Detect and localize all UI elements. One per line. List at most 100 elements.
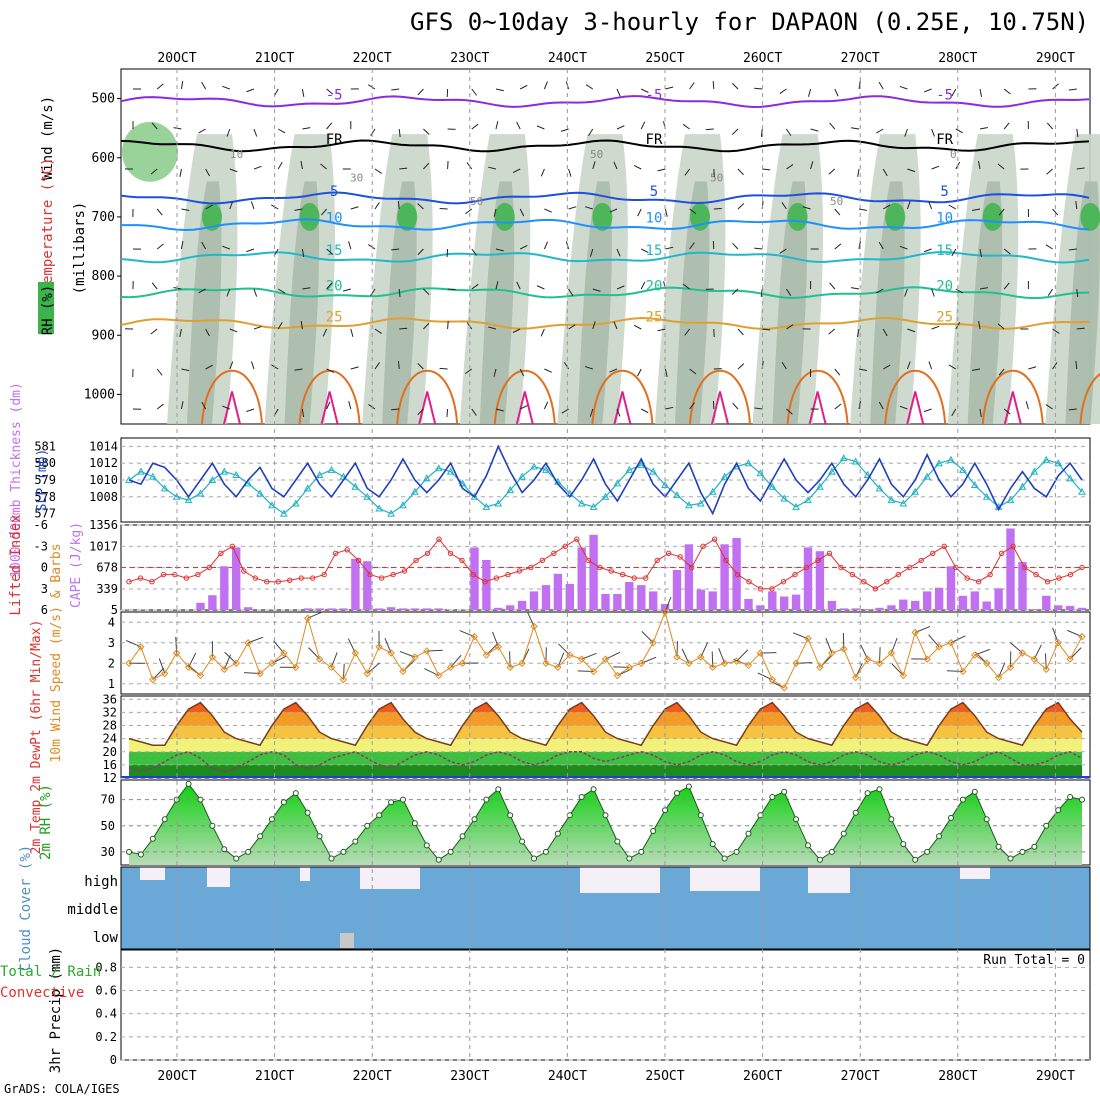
wind-barb <box>931 325 940 330</box>
thickness-tick-label: 581 <box>34 439 56 453</box>
rh-point <box>566 812 573 819</box>
wind-barb <box>878 241 884 250</box>
wind-speed-point <box>470 632 479 641</box>
precip-tick-label: 0.6 <box>95 984 117 998</box>
wind-barb <box>156 208 163 216</box>
li-point <box>241 568 247 574</box>
li-point <box>1067 571 1074 578</box>
thickness-point <box>744 459 753 467</box>
wind-barb <box>834 208 841 216</box>
rh-point <box>828 848 835 855</box>
rh-point <box>840 830 847 837</box>
wind-barb <box>222 405 230 410</box>
li-point <box>895 571 901 578</box>
cape-bar <box>625 582 634 610</box>
rh-point <box>638 848 645 855</box>
li-point <box>1010 543 1016 549</box>
y-tick-label: 1000 <box>84 387 115 402</box>
thickness-point <box>363 492 372 500</box>
cloud-gap <box>300 867 310 881</box>
li-point <box>505 571 511 578</box>
wind-barb <box>253 325 262 330</box>
cloud-row-label: low <box>93 930 119 946</box>
li-point <box>447 550 454 556</box>
rh-high-patch <box>122 121 178 182</box>
contour-label: 15 <box>646 243 663 259</box>
cape-bar <box>958 595 968 610</box>
thickness-point <box>899 499 908 507</box>
wind-speed-point <box>780 684 788 692</box>
wind-barb <box>657 168 666 172</box>
cape-bar <box>708 591 717 610</box>
wind-barb <box>391 408 400 411</box>
rh-point <box>995 843 1002 850</box>
wind-barb <box>589 408 594 417</box>
wind-barb <box>948 204 957 210</box>
wind-barb <box>544 208 552 213</box>
wind-barb <box>277 128 286 134</box>
wind-barb <box>613 321 618 330</box>
wind-barb <box>923 408 932 413</box>
precip-tick-label: 0.2 <box>95 1030 117 1044</box>
li-point <box>470 571 477 578</box>
rh-point <box>673 790 680 797</box>
wind-barb <box>417 408 424 416</box>
wind-barb <box>446 408 449 418</box>
wind-barb <box>1003 122 1010 130</box>
temp-contour-35 <box>223 391 241 425</box>
thickness-point <box>839 454 848 462</box>
wind-speed-line <box>128 610 1083 689</box>
rh-point <box>531 855 538 862</box>
li-point <box>436 536 442 542</box>
wind-barb <box>899 245 908 250</box>
rh-point <box>733 848 740 855</box>
wind-barb <box>931 165 940 170</box>
wind-barb <box>616 88 621 97</box>
y-tick-label: 700 <box>92 210 115 225</box>
thickness-point <box>196 489 205 497</box>
wind-barb <box>731 128 739 135</box>
wind-barb <box>205 364 213 370</box>
rh-point <box>554 830 561 837</box>
cape-bar <box>208 595 217 610</box>
wind-barb <box>906 361 911 370</box>
thickness-tick-label: 580 <box>34 456 56 470</box>
wind-barb <box>308 647 320 660</box>
wind-barb <box>568 206 577 210</box>
thickness-point <box>851 457 860 465</box>
wind-barb <box>417 88 424 96</box>
wind-barb <box>226 128 231 137</box>
cloud-gap <box>808 867 850 893</box>
thickness-point <box>1066 474 1074 482</box>
wind-barb <box>366 662 380 674</box>
li-point <box>298 575 304 581</box>
li-point <box>252 575 259 581</box>
li-tick-label: 3 <box>41 582 48 596</box>
wind-barb <box>712 80 715 90</box>
wind-speed-point <box>268 659 276 667</box>
wind-speed-point <box>887 649 896 657</box>
rh-point <box>769 794 776 800</box>
wind-barb <box>689 368 697 375</box>
contour-label: FR <box>326 132 343 148</box>
wind-barb <box>998 368 1005 376</box>
wind-barb <box>640 248 649 254</box>
wind-barb <box>592 321 596 330</box>
wind-barb <box>665 246 674 250</box>
cloud-gap <box>580 867 660 893</box>
wind-speed-point <box>315 655 324 663</box>
wind-speed-point <box>399 667 407 676</box>
wind-speed-point <box>256 669 264 678</box>
rh-point <box>542 848 549 855</box>
wind-barb <box>519 244 528 250</box>
wind-speed-point <box>530 622 538 631</box>
wind-barb <box>923 248 932 253</box>
cape-bar <box>684 544 694 610</box>
rh-point <box>1043 822 1050 829</box>
wind-speed-point <box>697 653 705 661</box>
rh-point <box>805 842 812 849</box>
wind-barb <box>1025 401 1029 410</box>
wind-speed-point <box>435 671 443 680</box>
thickness-tick-label: 579 <box>34 473 56 487</box>
wind-barb <box>495 248 504 252</box>
